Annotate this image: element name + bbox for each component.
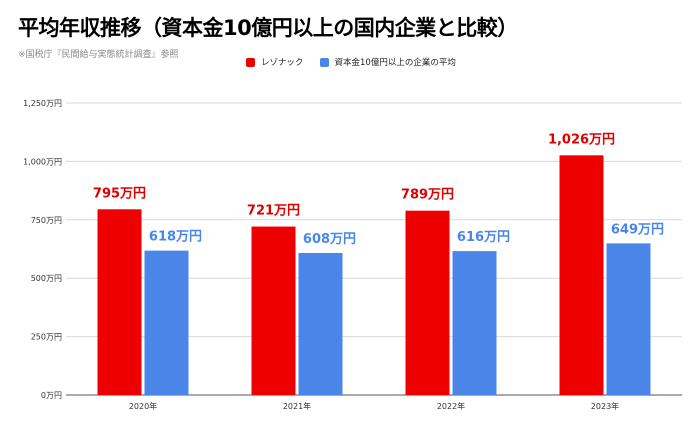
data-label: 795万円 (93, 186, 146, 201)
x-tick-label: 2020年 (129, 401, 157, 411)
legend-swatch-average (319, 57, 329, 67)
data-label: 618万円 (149, 230, 202, 245)
y-tick-label: 0万円 (41, 391, 62, 400)
bar-average (452, 251, 497, 395)
legend-item-average: 資本金10億円以上の企業の平均 (319, 56, 456, 68)
x-tick-label: 2022年 (437, 401, 465, 411)
bar-resonac (559, 155, 604, 395)
data-label: 721万円 (247, 204, 300, 219)
bar-resonac (97, 209, 142, 395)
chart-title: 平均年収推移（資本金10億円以上の国内企業と比較） (18, 16, 518, 40)
y-tick-label: 1,000万円 (23, 157, 62, 166)
legend-item-resonac: レゾナック (246, 56, 304, 68)
x-tick-label: 2021年 (283, 401, 311, 411)
bar-average (144, 250, 189, 395)
bar-resonac (405, 210, 450, 395)
bar-average (606, 243, 651, 395)
data-label: 1,026万円 (548, 132, 615, 147)
x-tick-label: 2023年 (591, 401, 619, 411)
y-tick-label: 500万円 (31, 274, 62, 283)
legend-swatch-resonac (246, 57, 255, 67)
legend-label-average: 資本金10億円以上の企業の平均 (334, 58, 456, 68)
bar-resonac (251, 226, 296, 395)
y-tick-label: 250万円 (31, 333, 62, 342)
data-label: 616万円 (457, 230, 510, 245)
data-label: 608万円 (303, 232, 356, 247)
legend-label-resonac: レゾナック (261, 58, 304, 68)
y-tick-label: 1,250万円 (23, 99, 62, 108)
data-label: 649万円 (611, 222, 664, 237)
source-note: ※国税庁『民間給与実態統計調査』参照 (18, 50, 179, 60)
data-label: 789万円 (401, 188, 454, 203)
legend: レゾナック 資本金10億円以上の企業の平均 (246, 56, 472, 68)
y-tick-label: 750万円 (31, 216, 62, 225)
bar-average (298, 252, 343, 395)
